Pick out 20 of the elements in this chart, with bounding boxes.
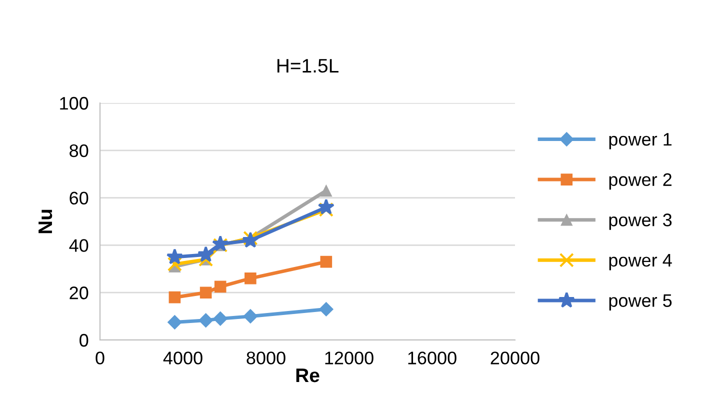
y-tick-label: 0 [80,334,88,347]
legend-label: power 3 [609,214,672,230]
x-tick-label: 0 [96,352,104,364]
legend-label: power 1 [609,133,672,150]
legend-label: power 5 [609,294,672,311]
y-tick-label: 80 [70,144,88,158]
x-tick-label: 16000 [408,352,456,364]
x-tick-label: 12000 [325,352,374,364]
y-tick-label: 100 [60,96,88,110]
y-tick-label: 40 [69,239,88,252]
chart-title: H=1.5L [277,59,338,73]
x-tick-label: 8000 [246,352,286,364]
legend-label: power 2 [609,173,672,190]
legend-label: power 4 [609,254,672,270]
x-tick-label: 4000 [163,352,202,364]
x-axis-title: Re [296,368,320,382]
y-axis-title: Nu [38,210,52,234]
y-tick-label: 20 [70,286,88,300]
y-tick-label: 60 [70,192,88,205]
x-tick-label: 20000 [490,352,540,364]
